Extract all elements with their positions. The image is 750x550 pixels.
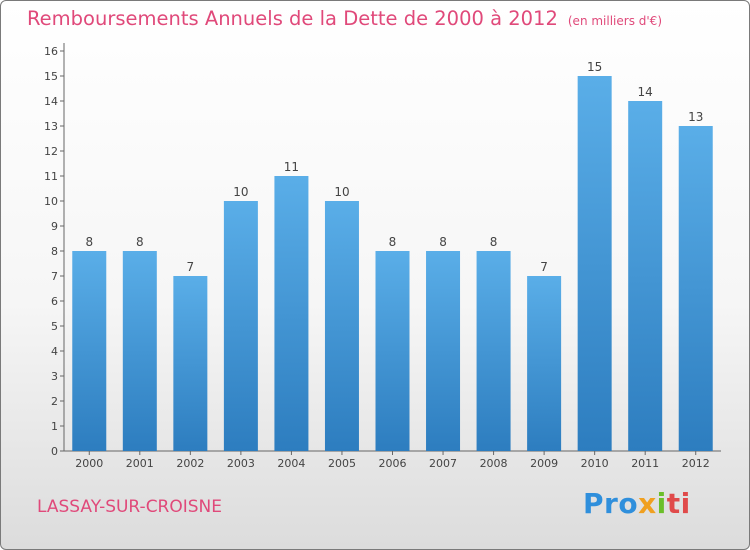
bar: [375, 251, 410, 451]
x-tick-label: 2009: [530, 457, 558, 470]
logo-part: i: [656, 487, 667, 520]
location-name: LASSAY-SUR-CROISNE: [37, 497, 223, 517]
bar-value-label: 8: [136, 235, 144, 249]
y-tick-label: 16: [44, 45, 58, 58]
x-tick-label: 2011: [631, 457, 659, 470]
y-tick-label: 9: [51, 220, 58, 233]
y-tick-label: 12: [44, 145, 58, 158]
x-tick-label: 2004: [277, 457, 305, 470]
bar: [173, 276, 208, 451]
y-tick-label: 3: [51, 370, 58, 383]
bar-value-label: 14: [638, 85, 653, 99]
chart-title-text: Remboursements Annuels de la Dette de 20…: [27, 7, 558, 30]
y-tick-label: 15: [44, 70, 58, 83]
x-tick-label: 2001: [126, 457, 154, 470]
chart-bars: [72, 76, 713, 451]
x-tick-label: 2006: [379, 457, 407, 470]
chart-labels: 8 2000 8 2001 7 2002 10 2003 11 2004 10 2005 8 2006 8 2…: [75, 60, 709, 470]
bar: [678, 126, 713, 451]
y-tick-label: 11: [44, 170, 58, 183]
y-tick-label: 4: [51, 345, 58, 358]
logo-part: x: [638, 487, 657, 520]
bar: [324, 201, 359, 451]
proxiti-logo: Proxiti: [583, 487, 691, 520]
bar: [122, 251, 157, 451]
y-tick-label: 6: [51, 295, 58, 308]
bar-value-label: 8: [490, 235, 498, 249]
bar-value-label: 8: [85, 235, 93, 249]
bar-value-label: 7: [187, 260, 195, 274]
x-tick-label: 2005: [328, 457, 356, 470]
bar-value-label: 11: [284, 160, 299, 174]
bar: [527, 276, 562, 451]
bar-value-label: 15: [587, 60, 602, 74]
bar-value-label: 10: [334, 185, 349, 199]
y-tick-label: 13: [44, 120, 58, 133]
logo-part: Pro: [583, 487, 639, 520]
bar: [274, 176, 309, 451]
chart-title: Remboursements Annuels de la Dette de 20…: [27, 7, 662, 30]
x-tick-label: 2003: [227, 457, 255, 470]
y-tick-label: 5: [51, 320, 58, 333]
x-tick-label: 2010: [581, 457, 609, 470]
x-tick-label: 2008: [480, 457, 508, 470]
chart-unit-note: (en milliers d'€): [567, 14, 662, 28]
y-tick-label: 1: [51, 420, 58, 433]
y-tick-label: 2: [51, 395, 58, 408]
x-tick-label: 2000: [75, 457, 103, 470]
bar: [223, 201, 258, 451]
bar: [628, 101, 663, 451]
y-tick-label: 14: [44, 95, 58, 108]
bar-value-label: 13: [688, 110, 703, 124]
bar-value-label: 8: [389, 235, 397, 249]
bar-value-label: 10: [233, 185, 248, 199]
y-tick-label: 8: [51, 245, 58, 258]
bar: [426, 251, 461, 451]
bar-value-label: 7: [540, 260, 548, 274]
y-tick-label: 10: [44, 195, 58, 208]
y-tick-label: 7: [51, 270, 58, 283]
bar: [577, 76, 612, 451]
bar: [72, 251, 107, 451]
bar-value-label: 8: [439, 235, 447, 249]
y-tick-label: 0: [51, 445, 58, 458]
x-tick-label: 2007: [429, 457, 457, 470]
logo-part: ti: [666, 487, 691, 520]
x-tick-label: 2002: [176, 457, 204, 470]
x-tick-label: 2012: [682, 457, 710, 470]
bar: [476, 251, 511, 451]
